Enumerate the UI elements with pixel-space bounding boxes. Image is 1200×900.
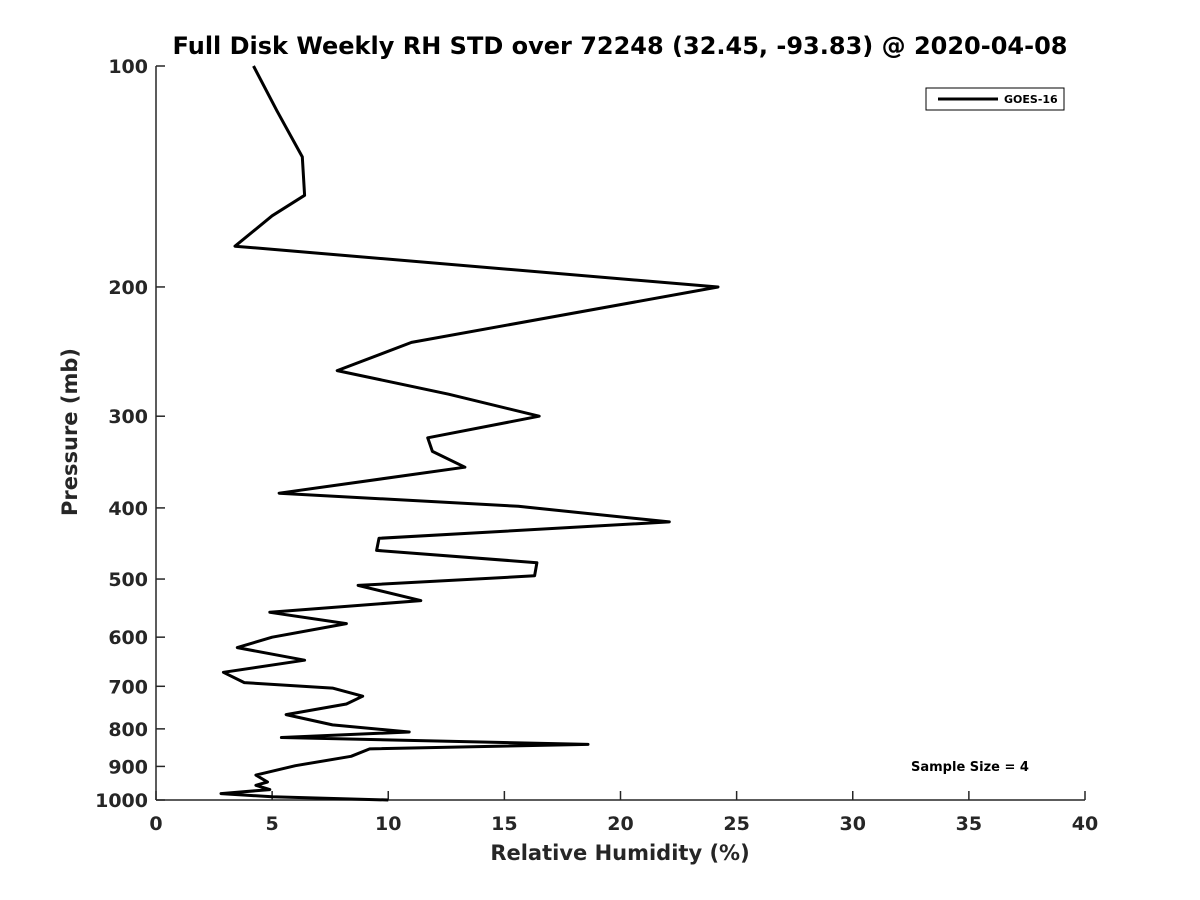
x-tick-label: 5 bbox=[266, 813, 279, 835]
y-tick-label: 200 bbox=[108, 277, 148, 299]
x-tick-label: 15 bbox=[491, 813, 517, 835]
legend-entry-goes-16: GOES-16 bbox=[1004, 93, 1058, 106]
y-tick-label: 900 bbox=[108, 756, 148, 778]
y-axis-label: Pressure (mb) bbox=[58, 348, 82, 516]
y-tick-label: 400 bbox=[108, 498, 148, 520]
y-tick-label: 100 bbox=[108, 56, 148, 78]
x-tick-label: 30 bbox=[840, 813, 866, 835]
y-tick-label: 600 bbox=[108, 627, 148, 649]
plot-area bbox=[219, 65, 720, 802]
x-tick-label: 25 bbox=[723, 813, 749, 835]
series-line-goes-16 bbox=[219, 65, 720, 802]
y-tick-label: 300 bbox=[108, 406, 148, 428]
x-axis-label: Relative Humidity (%) bbox=[490, 841, 749, 865]
x-tick-label: 20 bbox=[607, 813, 633, 835]
legend: GOES-16 bbox=[925, 87, 1065, 111]
y-tick-label: 700 bbox=[108, 676, 148, 698]
y-tick-label: 1000 bbox=[95, 790, 148, 812]
chart-title: Full Disk Weekly RH STD over 72248 (32.4… bbox=[173, 32, 1068, 60]
y-tick-label: 800 bbox=[108, 719, 148, 741]
x-tick-label: 10 bbox=[375, 813, 401, 835]
x-tick-label: 35 bbox=[956, 813, 982, 835]
sample-size-annotation: Sample Size = 4 bbox=[911, 760, 1029, 775]
y-tick-label: 500 bbox=[108, 569, 148, 591]
x-tick-label: 40 bbox=[1072, 813, 1098, 835]
x-tick-label: 0 bbox=[149, 813, 162, 835]
y-axis: 100 200 300 400 500 600 700 800 900 1000 bbox=[95, 56, 165, 812]
x-axis: 0 5 10 15 20 25 30 35 40 bbox=[149, 791, 1098, 835]
